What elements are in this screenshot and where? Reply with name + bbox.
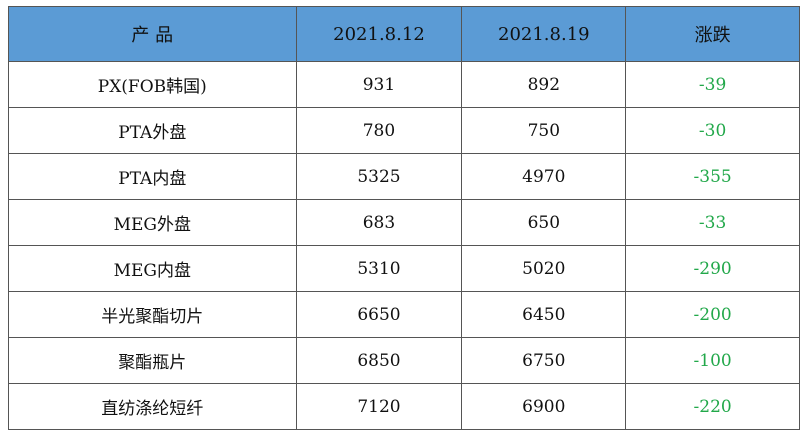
- table-cell: 683: [295, 199, 463, 246]
- table-cell: 5310: [295, 245, 463, 292]
- table-cell: -290: [625, 245, 800, 292]
- table-cell: 6650: [295, 291, 463, 338]
- table-cell: 7120: [295, 383, 463, 430]
- header-cell: 2021.8.12: [295, 6, 463, 62]
- table-cell: 892: [461, 61, 627, 108]
- table-cell: -200: [625, 291, 800, 338]
- table-cell: PTA内盘: [8, 153, 297, 200]
- table-body: PX(FOB韩国) 931 892 -39 PTA外盘 780 750 -30 PTA内盘 532…: [8, 61, 800, 430]
- table-cell: 6750: [461, 337, 627, 384]
- table-cell: PTA外盘: [8, 107, 297, 154]
- table-cell: 聚酯瓶片: [8, 337, 297, 384]
- table-row: PTA内盘 5325 4970 -355: [8, 153, 800, 200]
- table-cell: 半光聚酯切片: [8, 291, 297, 338]
- table-cell: PX(FOB韩国): [8, 61, 297, 108]
- table-cell: 650: [461, 199, 627, 246]
- table-cell: 直纺涤纶短纤: [8, 383, 297, 430]
- price-table: 产 品 2021.8.12 2021.8.19 涨跌 PX(FOB韩国) 931 892-…: [8, 6, 800, 430]
- header-row: 产 品 2021.8.12 2021.8.19 涨跌: [8, 6, 800, 62]
- table-cell: -220: [625, 383, 800, 430]
- table-cell: MEG外盘: [8, 199, 297, 246]
- table-cell: -100: [625, 337, 800, 384]
- table-row: 聚酯瓶片 6850 6750 -100: [8, 337, 800, 384]
- header-cell: 产 品: [8, 6, 297, 62]
- table-cell: 6450: [461, 291, 627, 338]
- table-cell: 4970: [461, 153, 627, 200]
- table-cell: 5325: [295, 153, 463, 200]
- table-cell: 750: [461, 107, 627, 154]
- table-cell: 5020: [461, 245, 627, 292]
- header-cell: 涨跌: [625, 6, 800, 62]
- table-row: MEG外盘 683 650 -33: [8, 199, 800, 246]
- table-cell: 780: [295, 107, 463, 154]
- table-cell: 6900: [461, 383, 627, 430]
- table-cell: -30: [625, 107, 800, 154]
- table-cell: -39: [625, 61, 800, 108]
- table-cell: -355: [625, 153, 800, 200]
- table-row: MEG内盘 5310 5020 -290: [8, 245, 800, 292]
- table-cell: 931: [295, 61, 463, 108]
- table-cell: 6850: [295, 337, 463, 384]
- header-cell: 2021.8.19: [461, 6, 627, 62]
- table-row: PTA外盘 780 750 -30: [8, 107, 800, 154]
- table-cell: MEG内盘: [8, 245, 297, 292]
- table-row: 直纺涤纶短纤 7120 6900 -220: [8, 383, 800, 430]
- table-row: 半光聚酯切片 6650 6450 -200: [8, 291, 800, 338]
- table-row: PX(FOB韩国) 931 892 -39: [8, 61, 800, 108]
- table-cell: -33: [625, 199, 800, 246]
